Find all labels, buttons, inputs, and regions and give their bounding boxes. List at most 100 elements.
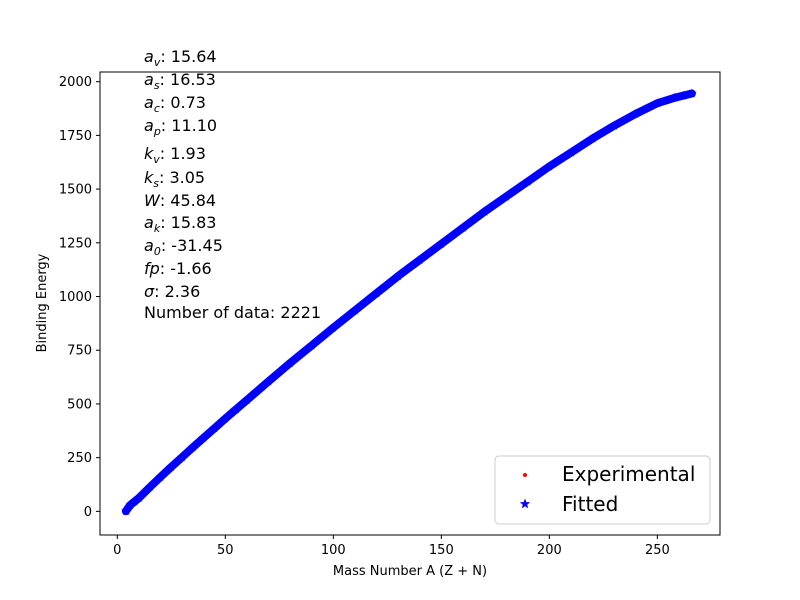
y-tick-label: 1500 xyxy=(59,183,92,198)
fit-parameter-1: as: 16.53 xyxy=(144,70,216,92)
fit-parameter-3: ap: 11.10 xyxy=(144,116,217,138)
param-subscript: s xyxy=(154,79,160,92)
fitted-point xyxy=(371,288,382,298)
fitted-point xyxy=(125,500,135,510)
param-value: : 3.05 xyxy=(159,168,205,187)
fit-parameter-9: fp: -1.66 xyxy=(144,259,212,278)
fitted-point xyxy=(652,98,663,108)
y-tick-label: 250 xyxy=(67,451,92,466)
x-tick-label: 200 xyxy=(537,543,562,558)
fit-parameter-4: kv: 1.93 xyxy=(144,144,206,166)
param-symbol: a xyxy=(144,213,154,232)
param-subscript: 0 xyxy=(154,245,161,258)
param-subscript: v xyxy=(154,56,161,69)
param-symbol: k xyxy=(144,144,154,163)
param-value: : 15.83 xyxy=(160,213,216,232)
y-tick-label: 750 xyxy=(67,344,92,359)
fitted-point xyxy=(436,238,447,248)
x-tick-label: 100 xyxy=(321,543,346,558)
x-tick-label: 250 xyxy=(645,543,670,558)
legend-star-glyph xyxy=(519,498,531,509)
fitted-point xyxy=(166,461,176,471)
fitted-point xyxy=(177,452,187,462)
fit-parameter-10: σ: 2.36 xyxy=(144,282,200,301)
fitted-point xyxy=(242,395,252,405)
fitted-point xyxy=(523,176,533,186)
fit-parameter-11: Number of data: 2221 xyxy=(144,303,321,322)
param-symbol: a xyxy=(144,47,154,66)
fit-parameter-8: a0: -31.45 xyxy=(144,236,223,258)
fitted-point xyxy=(188,442,198,452)
legend-label-fitted: Fitted xyxy=(562,492,618,516)
fitted-point xyxy=(479,206,490,216)
param-value: : 45.84 xyxy=(160,191,216,210)
param-symbol: a xyxy=(144,93,154,112)
param-subscript: k xyxy=(154,222,161,235)
fitted-point xyxy=(566,147,576,157)
param-value: Number of data: 2221 xyxy=(144,303,321,322)
param-subscript: p xyxy=(153,125,161,138)
fitted-point xyxy=(285,358,295,368)
y-tick-label: 1000 xyxy=(59,290,92,305)
fitted-point xyxy=(544,161,555,171)
param-symbol: a xyxy=(144,236,154,255)
param-value: : 16.53 xyxy=(160,70,216,89)
fitted-point xyxy=(678,90,688,100)
fit-parameter-7: ak: 15.83 xyxy=(144,213,216,235)
x-axis-ticks: 0 50 100 150 200 250 xyxy=(113,535,670,558)
y-tick-label: 1750 xyxy=(59,129,92,144)
param-symbol: a xyxy=(144,116,154,135)
param-value: : 1.93 xyxy=(160,144,206,163)
y-axis-label: Binding Energy xyxy=(35,253,50,352)
fitted-point xyxy=(415,255,425,264)
param-subscript: s xyxy=(153,177,159,190)
param-value: : 11.10 xyxy=(161,116,217,135)
fitted-point xyxy=(458,222,468,232)
fitted-point xyxy=(307,340,317,350)
fitted-point xyxy=(231,404,241,414)
x-axis-label: Mass Number A (Z + N) xyxy=(333,564,487,579)
x-tick-label: 50 xyxy=(217,543,234,558)
x-tick-label: 150 xyxy=(429,543,454,558)
fitted-point xyxy=(350,305,360,315)
legend-box xyxy=(494,455,711,525)
param-value: : 2.36 xyxy=(154,282,200,301)
param-value: : 0.73 xyxy=(160,93,206,112)
fitted-point xyxy=(220,413,231,423)
legend-label-experimental: Experimental xyxy=(562,462,695,486)
param-value: : 15.64 xyxy=(160,47,216,66)
param-symbol: fp xyxy=(144,259,160,278)
data-points xyxy=(121,88,697,516)
fitted-point xyxy=(155,472,166,481)
fitted-point xyxy=(687,88,697,98)
param-subscript: v xyxy=(153,153,160,166)
param-symbol: a xyxy=(144,70,154,89)
fit-parameter-5: ks: 3.05 xyxy=(144,168,205,190)
y-tick-label: 0 xyxy=(84,505,92,520)
fitted-point xyxy=(393,271,403,281)
fitted-point xyxy=(631,108,641,118)
fitted-point xyxy=(209,423,220,433)
fitted-point xyxy=(198,432,209,442)
fitted-point xyxy=(669,92,680,102)
fitted-point xyxy=(501,191,511,201)
param-value: : -31.45 xyxy=(161,236,223,255)
fit-parameter-2: ac: 0.73 xyxy=(144,93,206,115)
fitted-point xyxy=(328,322,339,332)
param-symbol: W xyxy=(144,191,161,210)
y-axis-ticks: 0 250 500 750 1000 1250 1500 1750 2000 xyxy=(59,75,100,520)
y-tick-label: 2000 xyxy=(59,75,92,90)
param-symbol: k xyxy=(144,168,154,187)
fit-parameter-6: W: 45.84 xyxy=(144,191,216,210)
y-tick-label: 500 xyxy=(67,397,92,412)
fitted-point xyxy=(129,496,140,506)
fitted-point xyxy=(263,376,274,386)
legend: Experimental Fitted xyxy=(494,455,711,525)
param-subscript: c xyxy=(154,102,160,115)
fit-parameter-0: av: 15.64 xyxy=(144,47,217,69)
legend-marker-experimental xyxy=(523,473,527,477)
fitted-point xyxy=(134,493,144,503)
y-tick-label: 1250 xyxy=(59,236,92,251)
